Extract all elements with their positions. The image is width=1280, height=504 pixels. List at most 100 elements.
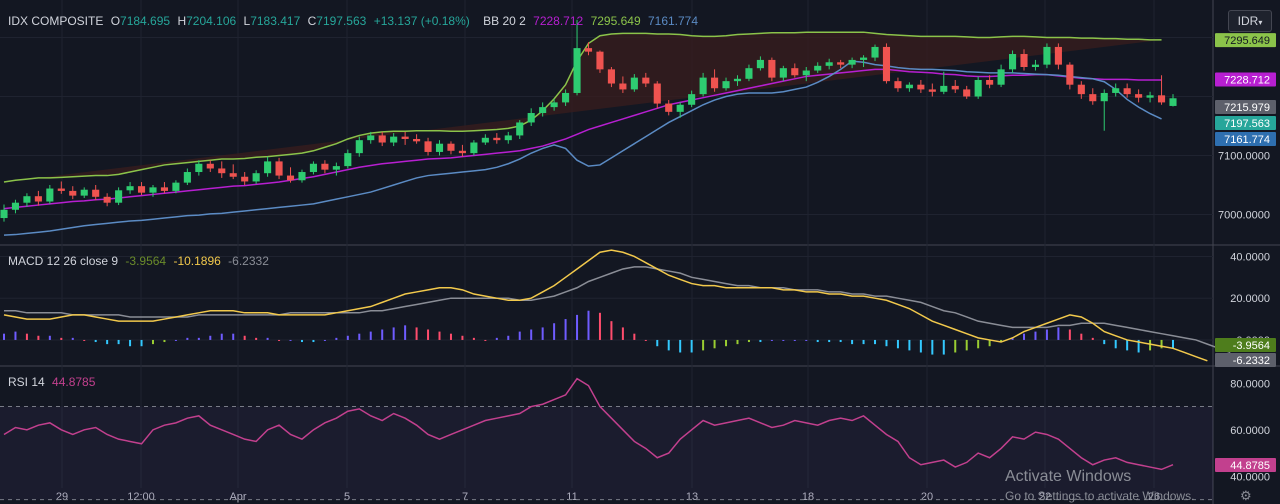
macd-hist-bar bbox=[862, 339, 865, 345]
macd-tag-hist: -3.9564 bbox=[1215, 338, 1276, 352]
candle-body bbox=[928, 89, 936, 92]
candle-body bbox=[825, 62, 833, 66]
macd-hist-bar bbox=[667, 339, 670, 351]
candle-body bbox=[34, 196, 42, 202]
macd-hist-bar bbox=[209, 335, 212, 340]
rsi-tick-label: 60.0000 bbox=[1230, 425, 1270, 437]
macd-hist-bar bbox=[255, 337, 258, 340]
candle-body bbox=[779, 68, 787, 78]
macd-hist-bar bbox=[25, 333, 28, 340]
macd-hist-bar bbox=[747, 339, 750, 343]
candle-body bbox=[241, 176, 249, 182]
macd-hist-bar bbox=[1114, 339, 1117, 349]
symbol-name[interactable]: IDX COMPOSITE bbox=[8, 14, 104, 28]
candle-body bbox=[974, 79, 982, 97]
macd-hist-bar bbox=[1034, 331, 1037, 340]
candle-body bbox=[183, 172, 191, 183]
candle-body bbox=[1066, 64, 1074, 85]
candle-body bbox=[802, 70, 810, 76]
macd-hist-bar bbox=[965, 339, 968, 351]
candle-body bbox=[309, 163, 317, 173]
candle-body bbox=[0, 209, 8, 219]
candle-body bbox=[447, 143, 455, 151]
candle-body bbox=[367, 135, 375, 141]
x-tick-label: 5 bbox=[344, 491, 350, 503]
macd-hist-bar bbox=[610, 321, 613, 340]
macd-legend: MACD 12 26 close 9 -3.9564 -10.1896 -6.2… bbox=[8, 254, 273, 268]
candle-body bbox=[470, 142, 478, 154]
candle-body bbox=[997, 69, 1005, 85]
candle-body bbox=[344, 153, 352, 167]
candle-body bbox=[172, 182, 180, 191]
macd-hist-bar bbox=[553, 323, 556, 340]
macd-tag-signal: -6.2332 bbox=[1215, 353, 1276, 367]
candle-body bbox=[596, 51, 604, 70]
settings-gear-icon[interactable]: ⚙ bbox=[1240, 488, 1252, 503]
macd-hist-bar bbox=[1091, 337, 1094, 340]
rsi-tick-label: 40.0000 bbox=[1230, 471, 1270, 483]
macd-hist-bar bbox=[713, 339, 716, 349]
macd-label[interactable]: MACD 12 26 close 9 bbox=[8, 254, 119, 268]
macd-hist-value: -3.9564 bbox=[125, 254, 167, 268]
candle-body bbox=[46, 188, 54, 202]
macd-hist-bar bbox=[679, 339, 682, 353]
ohlc-open: O7184.695 bbox=[110, 14, 171, 28]
macd-hist-bar bbox=[1000, 339, 1003, 343]
macd-hist-bar bbox=[782, 339, 785, 341]
candle-body bbox=[630, 77, 638, 90]
price-tick-label: 7000.0000 bbox=[1218, 210, 1270, 222]
macd-line bbox=[3, 249, 1208, 362]
price-tag-last-close: 7215.979 bbox=[1215, 100, 1276, 114]
candle-body bbox=[963, 89, 971, 97]
candle-body bbox=[481, 137, 489, 143]
macd-hist-bar bbox=[289, 339, 292, 341]
macd-tick-label: 40.0000 bbox=[1230, 251, 1270, 263]
candle-body bbox=[1157, 95, 1166, 103]
macd-hist-bar bbox=[140, 339, 143, 347]
candle-body bbox=[619, 83, 627, 90]
macd-hist-bar bbox=[725, 339, 728, 347]
macd-hist-bar bbox=[358, 333, 361, 340]
candle-body bbox=[539, 107, 547, 114]
macd-hist-bar bbox=[816, 339, 819, 343]
macd-hist-bar bbox=[71, 337, 74, 340]
macd-hist-bar bbox=[736, 339, 739, 345]
macd-hist-bar bbox=[1045, 329, 1048, 340]
candle-body bbox=[756, 59, 764, 69]
macd-hist-bar bbox=[335, 337, 338, 340]
svg-text:44.8785: 44.8785 bbox=[1230, 460, 1270, 472]
currency-selector[interactable]: IDR▾ bbox=[1228, 10, 1272, 32]
svg-text:-3.9564: -3.9564 bbox=[1233, 340, 1270, 352]
macd-hist-bar bbox=[1172, 339, 1174, 349]
candle-body bbox=[562, 92, 570, 103]
rsi-label[interactable]: RSI 14 bbox=[8, 375, 45, 389]
macd-hist-bar bbox=[587, 310, 590, 340]
bb-label[interactable]: BB 20 2 bbox=[483, 14, 526, 28]
candle-body bbox=[286, 175, 295, 181]
macd-hist-bar bbox=[129, 339, 132, 347]
macd-hist-bar bbox=[1011, 337, 1014, 340]
candle-body bbox=[1123, 88, 1131, 95]
macd-hist-bar bbox=[759, 339, 762, 343]
candle-body bbox=[1089, 94, 1097, 102]
candle-body bbox=[573, 48, 581, 93]
x-tick-label: 7 bbox=[462, 491, 468, 503]
candle-body bbox=[516, 122, 524, 136]
candle-body bbox=[871, 46, 879, 58]
macd-hist-bar bbox=[908, 339, 911, 351]
candle-body bbox=[332, 166, 340, 170]
macd-hist-bar bbox=[541, 327, 544, 340]
candle-body bbox=[321, 163, 329, 170]
macd-hist-bar bbox=[1057, 327, 1060, 340]
candle-body bbox=[298, 172, 306, 181]
macd-hist-bar bbox=[312, 339, 315, 343]
candle-body bbox=[607, 69, 615, 84]
x-tick-label: 26 bbox=[1148, 491, 1160, 503]
bb-upper-value: 7295.649 bbox=[590, 14, 641, 28]
rsi-tag: 44.8785 bbox=[1215, 458, 1276, 473]
candle-body bbox=[378, 135, 386, 143]
macd-hist-bar bbox=[415, 327, 418, 340]
candle-body bbox=[11, 202, 20, 210]
macd-hist-bar bbox=[220, 333, 223, 340]
